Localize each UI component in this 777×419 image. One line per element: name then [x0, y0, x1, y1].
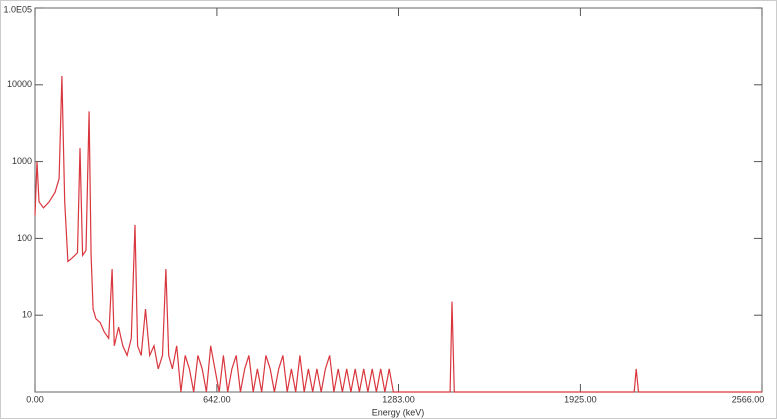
y-tick-label: 100: [17, 233, 32, 243]
y-tick-label: 10000: [7, 79, 32, 89]
x-axis-label: Energy (keV): [372, 407, 425, 417]
y-tick-label: 10: [22, 310, 32, 320]
x-tick-label: 1283.00: [382, 394, 415, 404]
y-tick-label: 1.0E05: [3, 4, 32, 14]
x-tick-label: 1925.00: [564, 394, 597, 404]
x-tick-label: 2566.00: [732, 394, 765, 404]
x-tick-label: 0.00: [26, 394, 44, 404]
y-tick-label: 1000: [12, 156, 32, 166]
spectrum-line: [34, 75, 762, 393]
x-tick-label: 642.00: [203, 394, 231, 404]
